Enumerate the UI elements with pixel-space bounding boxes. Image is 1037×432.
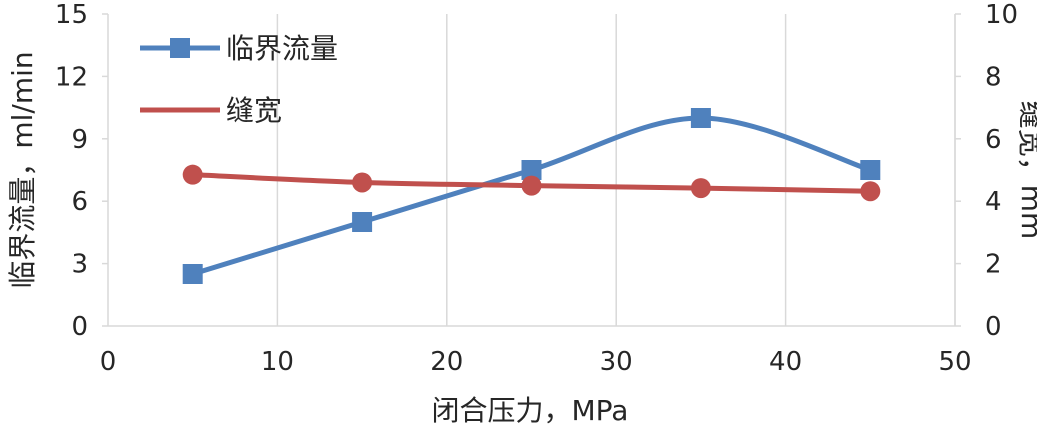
y-left-tick-label: 9 bbox=[71, 125, 88, 155]
y-left-tick-label: 0 bbox=[71, 312, 88, 342]
y-left-tick-label: 6 bbox=[71, 187, 88, 217]
x-tick-label: 40 bbox=[769, 347, 802, 377]
y-right-tick-label: 10 bbox=[985, 0, 1018, 30]
data-point-square bbox=[182, 264, 203, 284]
data-point-square bbox=[521, 160, 542, 180]
series-1 bbox=[182, 164, 881, 202]
y-right-tick-label: 8 bbox=[985, 62, 1002, 92]
data-point-square bbox=[690, 108, 711, 128]
grid-lines bbox=[276, 14, 956, 326]
y-left-tick-label: 15 bbox=[55, 0, 88, 30]
x-axis-title: 闭合压力，MPa bbox=[432, 394, 629, 427]
y-left-tick-label: 3 bbox=[71, 250, 88, 280]
legend-label-fracture-width: 缝宽 bbox=[226, 94, 282, 127]
x-tick-label: 30 bbox=[600, 347, 633, 377]
data-point-circle bbox=[690, 178, 711, 199]
data-point-circle bbox=[352, 172, 373, 193]
y-right-tick-label: 0 bbox=[985, 312, 1002, 342]
legend-item-fracture-width: 缝宽 bbox=[140, 94, 282, 127]
x-tick-label: 0 bbox=[100, 347, 117, 377]
series-0 bbox=[182, 108, 881, 284]
legend: 临界流量 缝宽 bbox=[140, 32, 338, 127]
y-right-tick-labels: 0 2 4 6 8 10 bbox=[985, 0, 1018, 342]
data-point-square bbox=[860, 160, 881, 180]
y-right-axis-title: 缝宽，mm bbox=[1015, 101, 1037, 240]
x-tick-label: 10 bbox=[261, 347, 294, 377]
y-right-tick-label: 4 bbox=[985, 187, 1002, 217]
legend-marker-critical-flow bbox=[170, 38, 190, 58]
x-tick-label: 20 bbox=[430, 347, 463, 377]
y-right-tick-label: 6 bbox=[985, 125, 1002, 155]
data-point-circle bbox=[860, 181, 881, 202]
data-point-circle bbox=[521, 175, 542, 196]
plot-area bbox=[182, 108, 881, 284]
legend-item-critical-flow: 临界流量 bbox=[140, 32, 338, 65]
x-tick-label: 50 bbox=[938, 347, 971, 377]
data-point-circle bbox=[182, 164, 203, 185]
y-left-tick-labels: 0 3 6 9 12 15 bbox=[55, 0, 88, 342]
x-tick-labels: 0 10 20 30 40 50 bbox=[100, 347, 972, 377]
y-right-tick-label: 2 bbox=[985, 250, 1002, 280]
legend-label-critical-flow: 临界流量 bbox=[226, 32, 338, 65]
y-left-axis-title: 临界流量，ml/min bbox=[6, 51, 39, 288]
series-line-0 bbox=[191, 115, 872, 277]
axes bbox=[102, 13, 961, 327]
data-point-square bbox=[352, 212, 373, 232]
y-left-tick-label: 12 bbox=[55, 62, 88, 92]
